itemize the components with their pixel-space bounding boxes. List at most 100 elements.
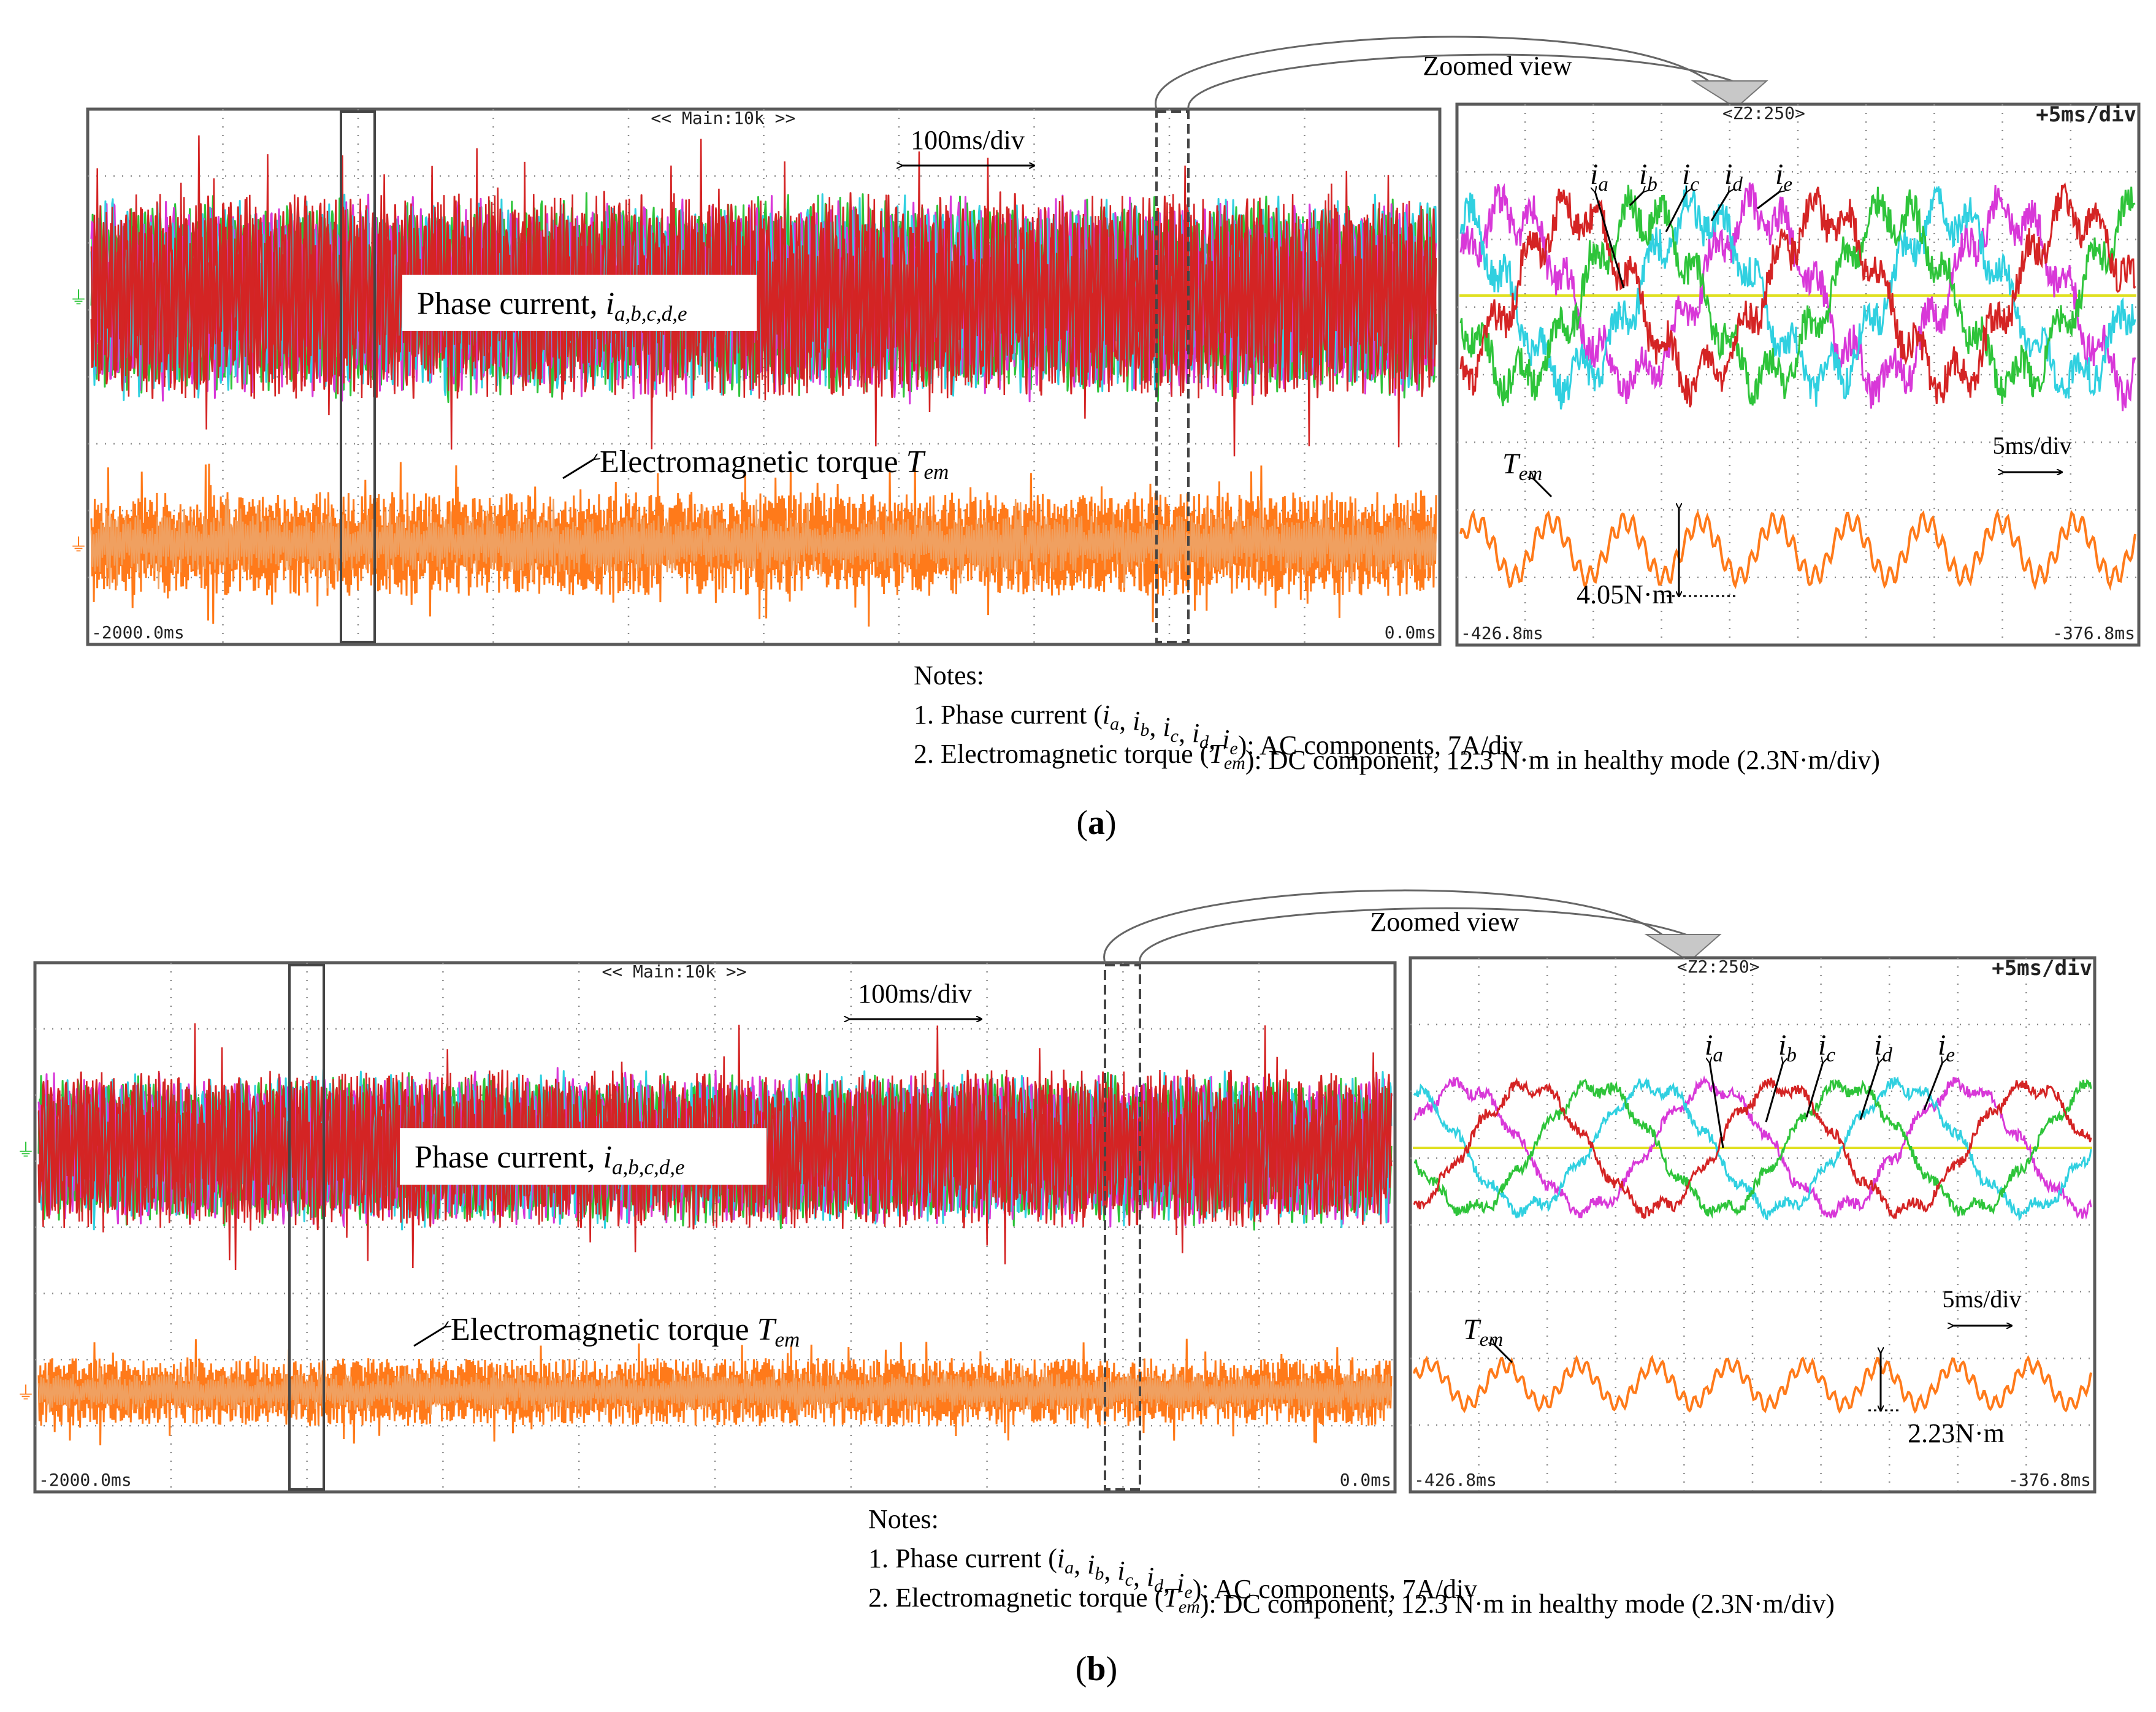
notes-line-1-ie-subscript: e bbox=[1184, 1582, 1192, 1602]
zoom-arrow-head bbox=[1644, 934, 1722, 963]
phase-label-b: ib bbox=[1639, 158, 1657, 196]
main-scale-label: 100ms/div bbox=[911, 125, 1025, 155]
zoom-title: Zoomed view bbox=[1423, 51, 1572, 81]
phase-current-label-box bbox=[400, 1128, 766, 1185]
notes-line-1-ic-symbol: i bbox=[1163, 712, 1170, 742]
notes-line-2-a: 2. Electromagnetic torque ( bbox=[868, 1583, 1163, 1613]
phase-current-label-box bbox=[402, 275, 757, 331]
torque-label-arrow bbox=[562, 459, 595, 480]
notes-line-1-id-subscript: d bbox=[1199, 732, 1209, 752]
main-header: << Main:10k >> bbox=[602, 961, 746, 982]
trace-torque-light bbox=[37, 1362, 1393, 1421]
caption-letter: a bbox=[1088, 804, 1105, 842]
notes-line-2-tem-symbol: T bbox=[1209, 739, 1226, 769]
torque-trace-group bbox=[90, 462, 1437, 627]
ground-marker-torque: ⏚ bbox=[17, 1383, 35, 1404]
zoom-timebase: +5ms/div bbox=[2036, 102, 2136, 127]
phase-current-label: Phase current, ia,b,c,d,e bbox=[417, 286, 687, 326]
notes-line-1-b: ): AC components, 7A/div bbox=[1193, 1574, 1477, 1604]
phase-label-a-subscript: a bbox=[1713, 1044, 1723, 1066]
notes-line-1-sep: , bbox=[1133, 1562, 1147, 1592]
trace-ia-spikes bbox=[37, 1023, 1393, 1271]
main-window: << Main:10k >> ⏚ ⏚ 100ms/div Phase current, … bbox=[17, 961, 1397, 1494]
notes-line-1-ic-subscript: c bbox=[1125, 1570, 1133, 1590]
notes-line-1-ic-symbol: i bbox=[1117, 1556, 1125, 1586]
notes-line-2-b: ): DC component, 12.3 N·m in healthy mod… bbox=[1200, 1589, 1835, 1619]
torque-label-prefix: Electromagnetic torque bbox=[600, 445, 906, 480]
panel-a: << Main:10k >> ⏚ ⏚ 100ms/div Phase current, … bbox=[69, 36, 2141, 842]
phase-label-d: id bbox=[1874, 1029, 1892, 1066]
phase-arrow-e bbox=[1923, 1062, 1943, 1110]
notes-line-1: 1. Phase current (ia, ib, ic, id, ie): A… bbox=[914, 700, 1523, 760]
zoom-torque-label: Tem bbox=[1502, 448, 1542, 485]
notes: Notes: 1. Phase current (ia, ib, ic, id, … bbox=[868, 1504, 1835, 1619]
notes: Notes: 1. Phase current (ia, ib, ic, id, … bbox=[914, 660, 1880, 775]
phase-label-b-symbol: i bbox=[1639, 158, 1647, 191]
torque-label-prefix: Electromagnetic torque bbox=[451, 1312, 757, 1347]
zoom-arrow bbox=[1155, 36, 1768, 110]
phase-label-e-subscript: e bbox=[1783, 174, 1792, 196]
phase-current-label-prefix: Phase current, bbox=[417, 286, 606, 321]
phase-label-e-symbol: i bbox=[1938, 1029, 1946, 1061]
phase-current-label-subscript: a,b,c,d,e bbox=[614, 302, 687, 326]
phase-label-a-subscript: a bbox=[1598, 174, 1608, 196]
panel-caption: (a) bbox=[1076, 804, 1116, 842]
notes-line-1-sep: , bbox=[1179, 718, 1192, 748]
main-time-start: -2000.0ms bbox=[39, 1470, 132, 1490]
zoom-arrow-outer bbox=[1103, 889, 1669, 963]
zoom-torque-arrow bbox=[1494, 1344, 1513, 1364]
notes-line-1-id-subscript: d bbox=[1154, 1576, 1164, 1596]
marker-box-zoom bbox=[1155, 110, 1190, 643]
zoom-time-start: -426.8ms bbox=[1414, 1470, 1497, 1490]
notes-line-2: 2. Electromagnetic torque (Tem): DC comp… bbox=[914, 739, 1880, 775]
phase-label-c-subscript: c bbox=[1826, 1044, 1835, 1066]
notes-line-1-ic-subscript: c bbox=[1171, 726, 1179, 746]
phase-label-c-subscript: c bbox=[1690, 174, 1699, 196]
caption-close: ) bbox=[1106, 1650, 1118, 1688]
notes-line-1-sep: , bbox=[1163, 1568, 1177, 1598]
trace-ia-spikes bbox=[90, 135, 1437, 457]
main-time-start: -2000.0ms bbox=[91, 622, 185, 643]
phase-arrow-b bbox=[1765, 1062, 1783, 1123]
notes-line-1-sep: , bbox=[1119, 706, 1133, 736]
phase-arrow-d bbox=[1859, 1062, 1879, 1120]
panel-b: << Main:10k >> ⏚ ⏚ 100ms/div Phase current, … bbox=[17, 889, 2097, 1688]
phase-label-c: ic bbox=[1682, 158, 1699, 196]
notes-line-1-sep: , bbox=[1149, 712, 1163, 742]
trace-ia bbox=[90, 191, 1437, 399]
notes-line-1-ib-subscript: b bbox=[1140, 720, 1149, 740]
phase-arrow-c bbox=[1805, 1062, 1823, 1118]
caption-letter: b bbox=[1087, 1650, 1106, 1688]
phase-label-c-symbol: i bbox=[1818, 1029, 1826, 1061]
phase-arrow-b bbox=[1629, 191, 1644, 207]
notes-line-1-ib-symbol: i bbox=[1133, 706, 1140, 736]
zoom-trace-id bbox=[1413, 1076, 2092, 1221]
notes-line-1-sep: , bbox=[1209, 724, 1222, 754]
phase-arrow-e bbox=[1757, 191, 1780, 210]
zoom-timebase: +5ms/div bbox=[1992, 956, 2092, 980]
phase-current-label-prefix: Phase current, bbox=[415, 1140, 603, 1175]
notes-line-1-ia-subscript: a bbox=[1110, 714, 1119, 734]
zoom-scale-label: 5ms/div bbox=[1993, 432, 2072, 459]
ripple-label: 2.23N·m bbox=[1908, 1418, 2005, 1448]
marker-box-solid bbox=[288, 964, 325, 1491]
notes-line-1-ia-symbol: i bbox=[1103, 700, 1110, 730]
phase-label-d-symbol: i bbox=[1874, 1029, 1882, 1061]
ground-marker-current: ⏚ bbox=[69, 288, 88, 309]
trace-torque-light bbox=[90, 499, 1437, 589]
ground-marker-current: ⏚ bbox=[17, 1140, 35, 1161]
phase-label-b-subscript: b bbox=[1786, 1044, 1797, 1066]
phase-label-e: ie bbox=[1938, 1029, 1955, 1066]
notes-line-1-ia-subscript: a bbox=[1065, 1557, 1074, 1578]
notes-line-1-id-symbol: i bbox=[1192, 718, 1199, 748]
zoom-title: Zoomed view bbox=[1370, 907, 1519, 937]
main-header: << Main:10k >> bbox=[651, 108, 795, 128]
notes-line-1-ib-subscript: b bbox=[1095, 1564, 1104, 1584]
phase-current-label-symbol: i bbox=[603, 1140, 612, 1175]
marker-box-solid bbox=[340, 110, 376, 643]
torque-label: Electromagnetic torque Tem bbox=[451, 1312, 800, 1351]
phase-label-a: ia bbox=[1705, 1029, 1723, 1066]
ripple-label: 4.05N·m bbox=[1577, 579, 1673, 610]
phase-current-traces bbox=[90, 135, 1437, 457]
torque-label-subscript: em bbox=[923, 460, 949, 484]
